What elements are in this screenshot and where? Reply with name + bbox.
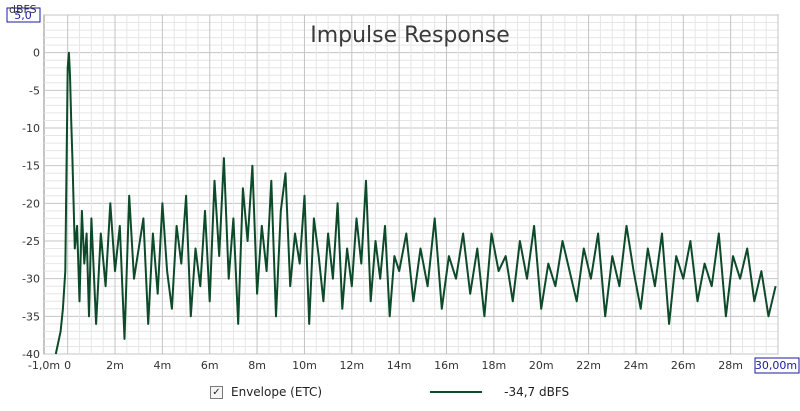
- y-tick-label: -10: [22, 122, 40, 135]
- x-axis: -1,0m 0 2m 4m 6m 8m 10m 12m 14m 16m 18m 20m 22m 24m 26…: [28, 357, 800, 374]
- y-axis-unit: dBFS: [9, 3, 37, 16]
- chart-title: Impulse Response: [310, 23, 510, 48]
- x-tick-label: 22m: [576, 359, 601, 372]
- x-tick-label: 18m: [482, 359, 507, 372]
- series-line-0: [54, 51, 777, 355]
- x-tick-label: 8m: [248, 359, 266, 372]
- x-tick-label: 10m: [292, 359, 317, 372]
- y-tick-label: -40: [22, 348, 40, 361]
- y-tick-label: -5: [29, 84, 40, 97]
- x-axis-max-label: 30,00m: [755, 359, 797, 372]
- x-tick-label: 24m: [624, 359, 649, 372]
- y-axis-max-box: [6, 7, 41, 23]
- envelope-checkbox[interactable]: ✓: [210, 385, 223, 399]
- x-tick-label: 12m: [339, 359, 364, 372]
- x-tick-label: 14m: [387, 359, 412, 372]
- y-tick-label: -15: [22, 160, 40, 173]
- y-tick-label: 0: [33, 47, 40, 60]
- y-tick-label: -20: [22, 197, 40, 210]
- x-tick-label: 16m: [434, 359, 459, 372]
- y-axis-max-label: 5,0: [14, 9, 32, 22]
- x-tick-label: 28m: [718, 359, 743, 372]
- legend-series-value: -34,7 dBFS: [504, 385, 570, 399]
- x-tick-label: 0: [64, 359, 71, 372]
- y-axis: 5,0 0 -5 -10 -15 -20 -25 -30 -35 -40: [6, 7, 41, 361]
- x-tick-label: 4m: [154, 359, 172, 372]
- y-tick-label: -35: [22, 310, 40, 323]
- series-group: [54, 51, 777, 355]
- x-tick-label: 20m: [529, 359, 554, 372]
- legend-series-name: Envelope (ETC): [231, 385, 323, 399]
- y-tick-label: -25: [22, 235, 40, 248]
- x-tick-label: 6m: [201, 359, 219, 372]
- legend: ✓ Envelope (ETC) -34,7 dBFS: [210, 382, 569, 402]
- x-tick-label: 2m: [106, 359, 124, 372]
- x-tick-label: -1,0m: [28, 359, 60, 372]
- x-axis-max-box: [754, 357, 800, 374]
- x-tick-label: 26m: [671, 359, 696, 372]
- legend-line-swatch: [430, 391, 483, 393]
- y-tick-label: -30: [22, 273, 40, 286]
